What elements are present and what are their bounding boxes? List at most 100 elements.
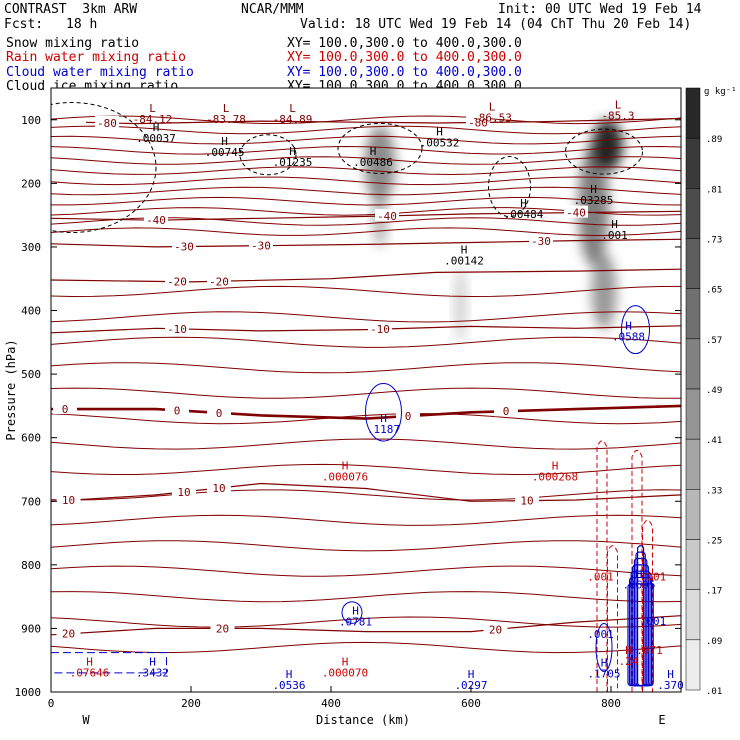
y-tick-label: 800 — [21, 559, 41, 572]
contour-label-bg — [529, 234, 553, 247]
contour-label-bg — [165, 403, 189, 416]
extremum-marker-14: H — [625, 320, 632, 333]
extremum-marker-7: H — [289, 145, 296, 158]
extremum-value-23: .0297 — [454, 679, 487, 692]
field-cloudwater-name: Cloud water mixing ratio — [6, 65, 194, 80]
contour-label-bg — [375, 208, 399, 221]
rain-outline-0 — [596, 440, 608, 692]
plot-frame — [50, 87, 682, 693]
contour-label-20: 20 — [216, 622, 229, 635]
contour-label-20: 20 — [62, 628, 75, 641]
contour-label-bg — [207, 481, 231, 494]
colorbar-tick-label: .73 — [706, 236, 722, 246]
extremum-marker-23: H — [468, 668, 475, 681]
isoline-490 — [51, 362, 681, 374]
extremum-marker-3: L — [489, 100, 496, 113]
extremum-value-21: .000070 — [322, 666, 368, 679]
extremum-marker-9: H — [436, 126, 443, 139]
contour-label--20: -20 — [209, 275, 229, 288]
colorbar-tick-label: .17 — [706, 587, 722, 597]
extremum-marker-10: H — [520, 197, 527, 210]
colorbar-cell — [685, 87, 701, 139]
colorbar-cell — [685, 338, 701, 390]
extremum-value-27: .001 — [587, 571, 614, 584]
cloud-water-boundary — [51, 652, 167, 674]
colorbar-cell — [685, 288, 701, 340]
contour-label-bg — [95, 115, 119, 128]
extremum-value-22: .0536 — [272, 679, 305, 692]
extremum-marker-31: H — [625, 644, 632, 657]
extremum-marker-4: L — [615, 98, 622, 111]
contour-label-10: 10 — [212, 482, 225, 495]
x-axis-title: Distance (km) — [316, 713, 410, 727]
y-tick-label: 100 — [21, 114, 41, 127]
extremum-value-31: .24 — [619, 655, 639, 668]
colorbar-unit: g kg⁻¹ — [704, 87, 737, 97]
extremum-value-2: -84.89 — [273, 113, 313, 126]
extremum-marker-22: H — [286, 668, 293, 681]
x-tick-label: 0 — [48, 697, 55, 710]
extremum-value-3: -86.53 — [472, 111, 512, 124]
isoline-730 — [51, 514, 681, 526]
isoline-770 — [51, 540, 681, 552]
isoline-100 — [51, 115, 681, 125]
temp-contour--30 — [51, 238, 681, 248]
extremum-value-18: .0781 — [339, 615, 372, 628]
extremum-marker-24: H — [601, 657, 608, 670]
extremum-value-17: .000268 — [532, 470, 578, 483]
project-title: CONTRAST 3km ARW — [4, 2, 138, 17]
extremum-value-9: .00532 — [420, 137, 460, 150]
extremum-value-1: -83.78 — [206, 113, 246, 126]
x-tick-label: 800 — [601, 697, 621, 710]
contour-label--10: -10 — [370, 323, 390, 336]
contour-label-bg — [165, 321, 189, 334]
rain-outline-2 — [631, 449, 643, 692]
contour-label--30: -30 — [531, 235, 551, 248]
colorbar-tick-label: .01 — [706, 687, 722, 697]
valid-time: Valid: 18 UTC Wed 19 Feb 14 (04 ChT Thu … — [300, 17, 692, 32]
field-cloudwater-xy: XY= 100.0,300.0 to 400.0,300.0 — [287, 65, 522, 80]
extremum-value-14: .0588 — [612, 331, 645, 344]
extremum-marker-1: L — [223, 102, 230, 115]
fcst-value: 18 h — [66, 17, 98, 32]
contour-label-0: 0 — [216, 407, 223, 420]
plot-area — [51, 88, 681, 692]
cloud-ice-outline-2 — [337, 122, 423, 174]
extremum-marker-25: H — [667, 668, 674, 681]
rain-outline-1 — [607, 545, 618, 692]
cloud-ice-outline-4 — [565, 128, 643, 175]
extremum-marker-8: H — [370, 145, 377, 158]
extremum-value-5: .00037 — [136, 132, 176, 145]
contour-label-bg — [144, 213, 168, 226]
contour-label-bg — [515, 493, 539, 506]
contour-label--30: -30 — [251, 240, 271, 253]
contour-label-0: 0 — [174, 404, 181, 417]
cloud-water-outline-3 — [595, 622, 613, 672]
contour-label-bg — [483, 622, 508, 635]
extremum-value-11: .00142 — [444, 254, 484, 267]
extremum-value-6: .00745 — [205, 146, 245, 159]
y-tick-label: 300 — [21, 241, 41, 254]
x-tick-label: 400 — [321, 697, 341, 710]
isoline-810 — [51, 565, 681, 577]
extremum-value-15: .1187 — [367, 423, 400, 436]
contour-label--40: -40 — [566, 207, 586, 220]
y-tick-label: 900 — [21, 622, 41, 635]
extremum-marker-12: H — [590, 183, 597, 196]
isoline-196 — [51, 176, 681, 186]
contour-label-bg — [210, 621, 235, 634]
contour-label-bg — [494, 404, 518, 417]
isoline-148 — [51, 145, 681, 155]
y-tick-label: 1000 — [15, 686, 42, 699]
isoline-212 — [51, 186, 681, 196]
isoline-276 — [51, 227, 681, 237]
contour-label-bg — [165, 274, 189, 287]
extremum-value-13: .001 — [601, 229, 628, 242]
extremum-marker-13: H — [611, 218, 618, 231]
extremum-value-19: .07646 — [70, 666, 110, 679]
colorbar-cell — [685, 589, 701, 641]
cloud-ice-outline-3 — [488, 156, 531, 218]
x-tick-label: 600 — [461, 697, 481, 710]
contour-label--30: -30 — [174, 241, 194, 254]
isoline-450 — [51, 336, 681, 348]
